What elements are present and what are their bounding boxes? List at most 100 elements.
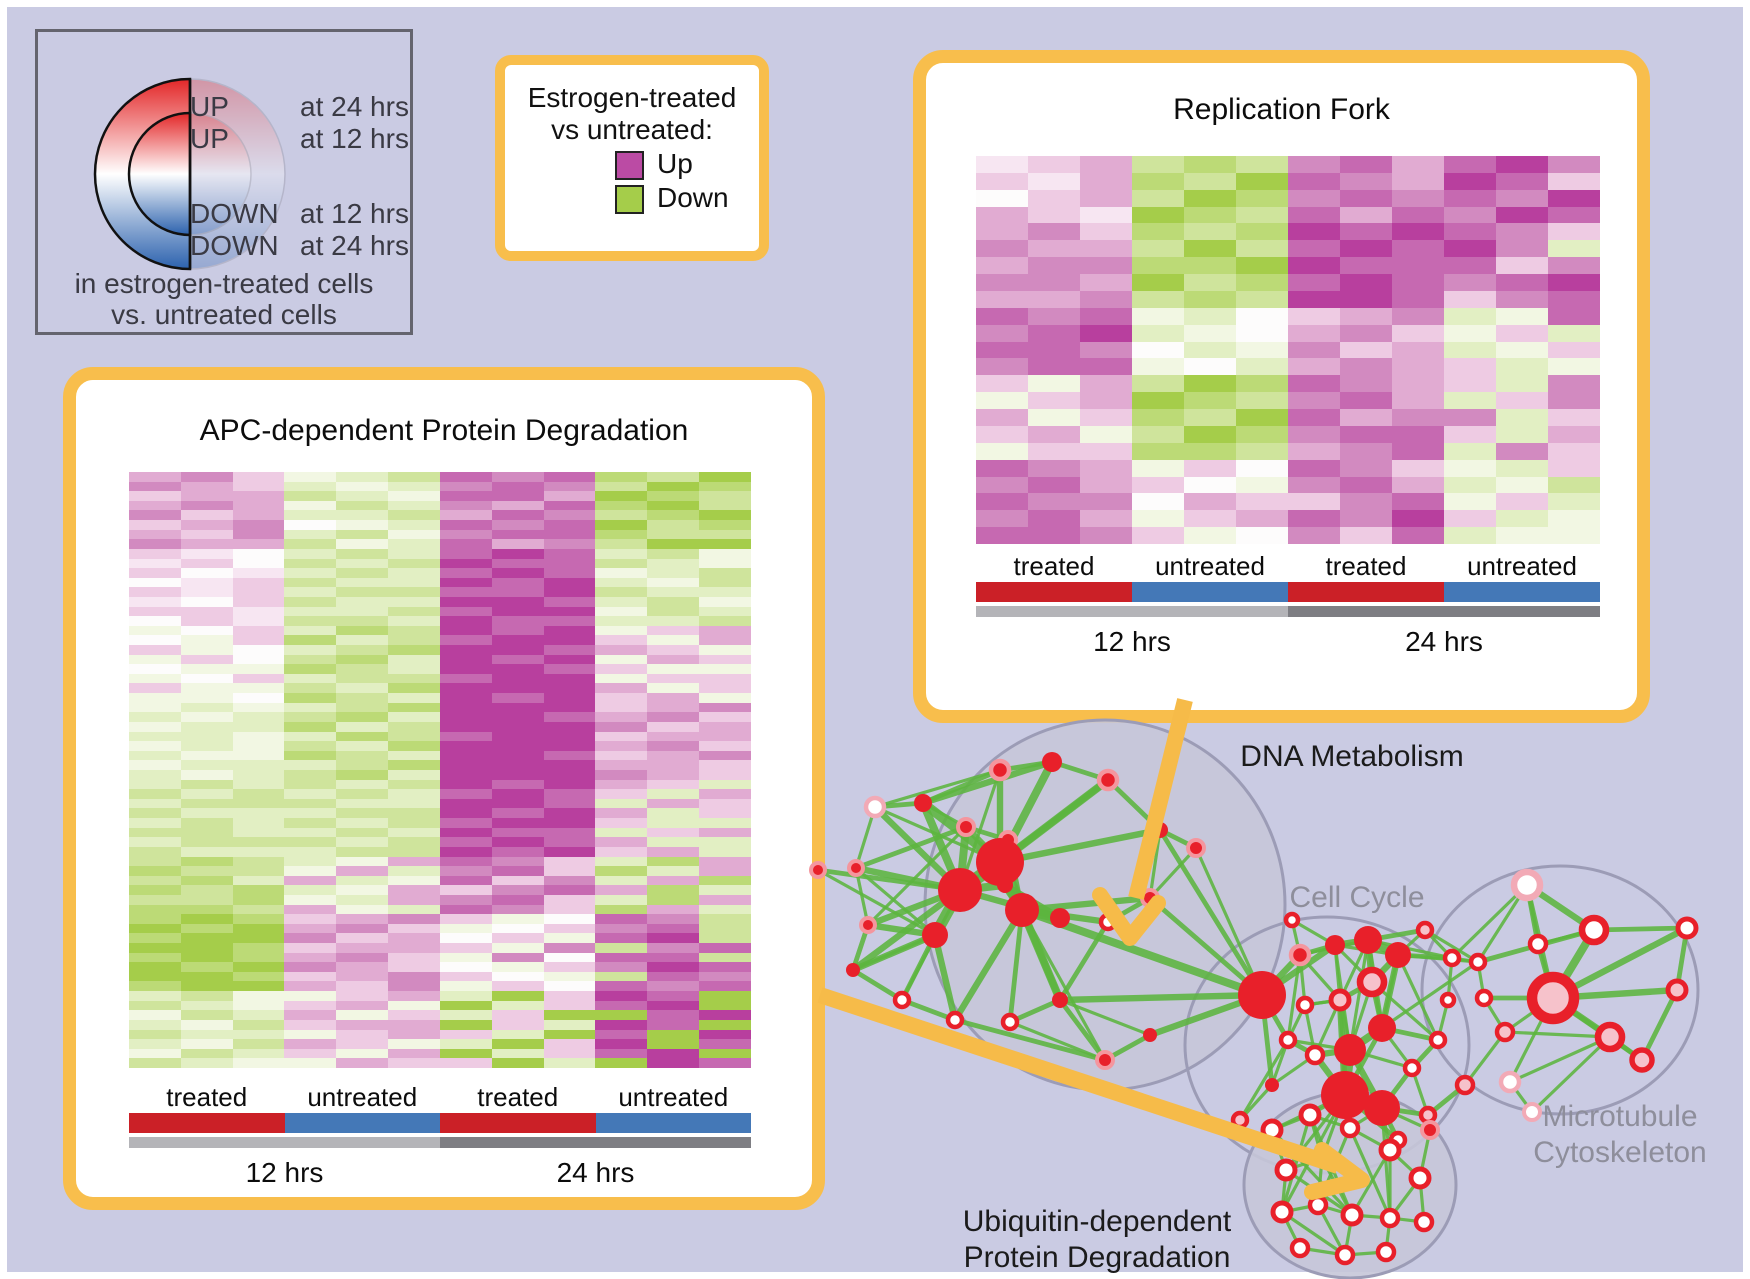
heatmap-cell <box>543 846 596 857</box>
heatmap-cell <box>1496 510 1548 528</box>
heatmap-cell <box>1236 172 1288 190</box>
heatmap-cell <box>647 750 700 761</box>
heatmap-cell <box>439 645 492 655</box>
heatmap-cell <box>180 904 233 915</box>
heatmap-cell <box>647 654 700 665</box>
heatmap-cell <box>129 664 181 674</box>
heatmap-cell <box>180 943 233 953</box>
heatmap-cell <box>647 846 700 857</box>
heatmap-cell <box>491 827 544 838</box>
heatmap-cell <box>439 760 492 770</box>
heatmap-cell <box>1080 156 1132 173</box>
heatmap-cell <box>232 491 285 501</box>
heatmap-cell <box>543 606 596 617</box>
ring-legend-graphic <box>93 77 286 271</box>
heatmap-cell <box>284 481 337 492</box>
heatmap-cell <box>595 587 648 597</box>
dna-metabolism-label: DNA Metabolism <box>1240 740 1464 773</box>
heatmap-cell <box>1340 527 1392 544</box>
heatmap-cell <box>595 923 648 934</box>
heatmap-cell <box>491 548 544 559</box>
heatmap-cell <box>129 798 181 809</box>
heatmap-cell <box>647 673 700 684</box>
heatmap-cell <box>1340 510 1392 528</box>
heatmap-cell <box>595 635 648 646</box>
heatmap-cell <box>699 991 751 1001</box>
heatmap-cell <box>647 625 700 636</box>
heatmap-cell <box>491 510 544 521</box>
heatmap-cell <box>129 808 181 819</box>
heatmap-cell <box>1288 341 1340 359</box>
heatmap-cell <box>1444 172 1496 190</box>
heatmap-cell <box>1288 156 1340 173</box>
heatmap-cell <box>129 760 181 770</box>
group-label: treated <box>1013 551 1095 581</box>
heatmap-cell <box>1496 442 1548 460</box>
heatmap-cell <box>336 587 389 597</box>
heatmap-cell <box>647 645 700 655</box>
heatmap-cell <box>1028 189 1080 207</box>
heatmap-cell <box>1496 240 1548 258</box>
heatmap-cell <box>543 693 596 703</box>
heatmap-cell <box>336 548 389 559</box>
heatmap-cell <box>976 425 1028 443</box>
heatmap-cell <box>180 808 233 819</box>
heatmap-cell <box>1340 189 1392 207</box>
heatmap-cell <box>388 693 440 703</box>
heatmap-cell <box>439 962 492 972</box>
apc-time-bars <box>129 1137 751 1148</box>
heatmap-cell <box>1028 493 1080 511</box>
heatmap-cell <box>129 568 181 578</box>
heatmap-cell <box>1184 493 1236 511</box>
heatmap-cell <box>595 596 648 607</box>
heatmap-cell <box>232 654 285 665</box>
heatmap-cell <box>284 616 337 626</box>
heatmap-cell <box>1236 527 1288 544</box>
heatmap-cell <box>1340 341 1392 359</box>
heatmap-cell <box>543 818 596 828</box>
replication-fork-panel: Replication Fork treated untreated treat… <box>913 50 1650 723</box>
heatmap-cell <box>491 885 544 895</box>
heatmap-cell <box>388 539 440 549</box>
heatmap-cell <box>336 962 389 972</box>
heatmap-cell <box>699 866 751 876</box>
heatmap-cell <box>543 971 596 982</box>
heatmap-cell <box>543 770 596 780</box>
heatmap-cell <box>543 837 596 847</box>
heatmap-cell <box>595 654 648 665</box>
heatmap-cell <box>388 654 440 665</box>
heatmap-cell <box>232 645 285 655</box>
heatmap-cell <box>491 635 544 646</box>
heatmap-cell <box>129 596 181 607</box>
heatmap-cell <box>699 625 751 636</box>
heatmap-cell <box>647 558 700 569</box>
heatmap-cell <box>180 798 233 809</box>
heatmap-cell <box>976 206 1028 224</box>
heatmap-cell <box>647 779 700 790</box>
heatmap-cell <box>1496 358 1548 376</box>
heatmap-cell <box>284 606 337 617</box>
heatmap-cell <box>1496 189 1548 207</box>
heatmap-cell <box>284 596 337 607</box>
heatmap-cell <box>976 527 1028 544</box>
treated-bar <box>440 1113 596 1133</box>
heatmap-cell <box>1392 527 1444 544</box>
heatmap-cell <box>284 1010 337 1020</box>
heatmap-cell <box>129 520 181 530</box>
heatmap-cell <box>976 274 1028 291</box>
heatmap-cell <box>1028 240 1080 258</box>
heatmap-cell <box>595 837 648 847</box>
heatmap-cell <box>1236 459 1288 477</box>
heatmap-cell <box>232 779 285 790</box>
heatmap-cell <box>491 664 544 674</box>
heatmap-cell <box>491 894 544 905</box>
heatmap-cell <box>180 520 233 530</box>
heatmap-cell <box>284 894 337 905</box>
heatmap-cell <box>1080 425 1132 443</box>
heatmap-cell <box>1132 459 1184 477</box>
heatmap-cell <box>699 587 751 597</box>
heatmap-cell <box>1548 290 1600 308</box>
legend-up-24-label: UP <box>190 91 229 122</box>
heatmap-cell <box>647 587 700 597</box>
heatmap-cell <box>543 491 596 501</box>
